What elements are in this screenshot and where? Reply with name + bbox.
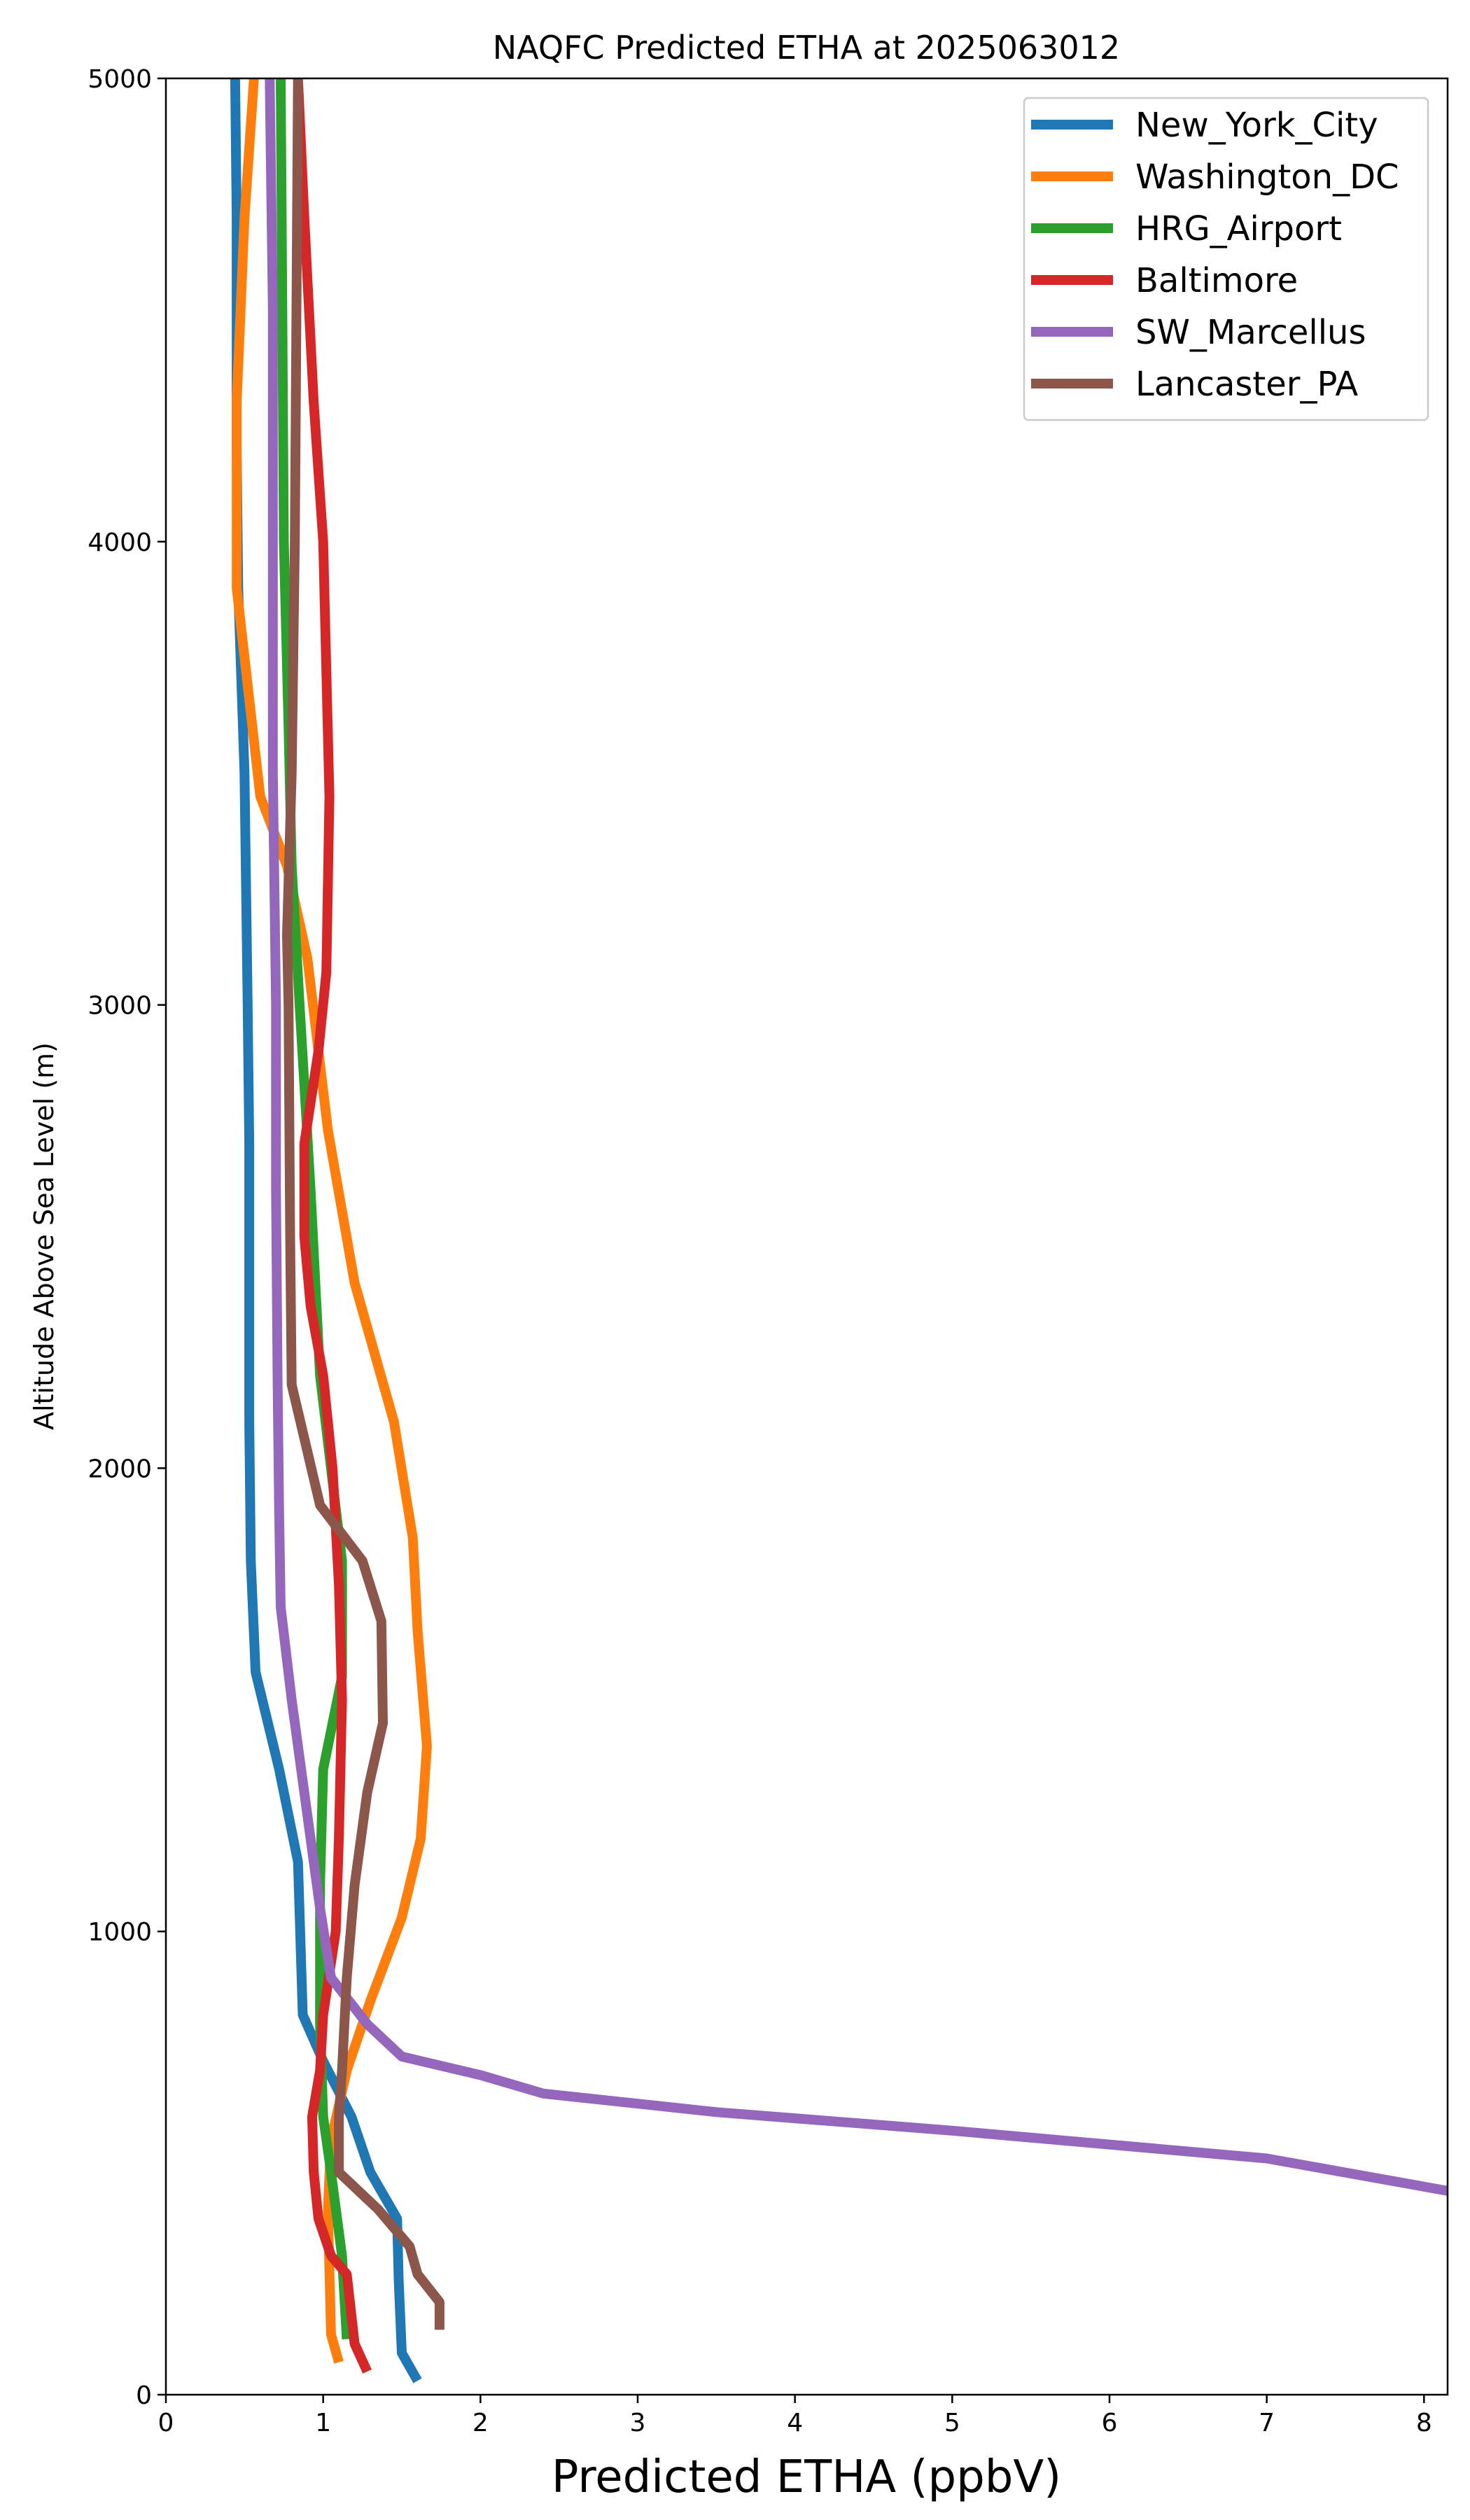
series-line-baltimore <box>293 78 372 2374</box>
y-tick-label: 5000 <box>88 65 152 94</box>
legend-label: SW_Marcellus <box>1135 313 1366 352</box>
legend-frame <box>1023 97 1429 421</box>
legend-label: Lancaster_PA <box>1135 365 1358 404</box>
y-tick-label: 2000 <box>88 1455 152 1483</box>
series-layer <box>230 78 1448 2384</box>
x-tick-label: 8 <box>1416 2409 1432 2437</box>
y-tick-label: 4000 <box>88 528 152 557</box>
series-line-sw-marcellus <box>265 78 1448 2196</box>
x-tick-label: 2 <box>472 2409 489 2437</box>
series-line-lancaster-pa <box>282 78 444 2330</box>
x-tick-label: 6 <box>1102 2409 1118 2437</box>
legend-label: Washington_DC <box>1135 158 1399 197</box>
legend-label: HRG_Airport <box>1135 209 1342 248</box>
x-tick-label: 7 <box>1259 2409 1275 2437</box>
legend-label: New_York_City <box>1135 106 1378 145</box>
y-tick-label: 1000 <box>88 1918 152 1947</box>
x-tick-label: 5 <box>944 2409 960 2437</box>
chart-title: NAQFC Predicted ETHA at 2025063012 <box>493 29 1120 66</box>
x-tick-label: 0 <box>158 2409 174 2437</box>
y-tick-label: 3000 <box>88 992 152 1021</box>
x-tick-label: 3 <box>630 2409 646 2437</box>
x-tick-label: 1 <box>315 2409 331 2437</box>
x-axis-ticks: 0 1 2 3 4 5 6 7 8 <box>158 2395 1432 2437</box>
plot-area-frame <box>164 77 1449 2396</box>
legend-label: Baltimore <box>1135 261 1298 300</box>
legend: New_York_City Washington_DC HRG_Airport Bal… <box>1023 97 1429 421</box>
x-axis-label: Predicted ETHA (ppbV) <box>552 2451 1061 2503</box>
x-tick-label: 4 <box>787 2409 803 2437</box>
y-tick-label: 0 <box>136 2381 152 2410</box>
y-axis-ticks: 0 1000 2000 3000 4000 5000 <box>88 65 166 2410</box>
y-axis-label: Altitude Above Sea Level (m) <box>29 1042 59 1430</box>
